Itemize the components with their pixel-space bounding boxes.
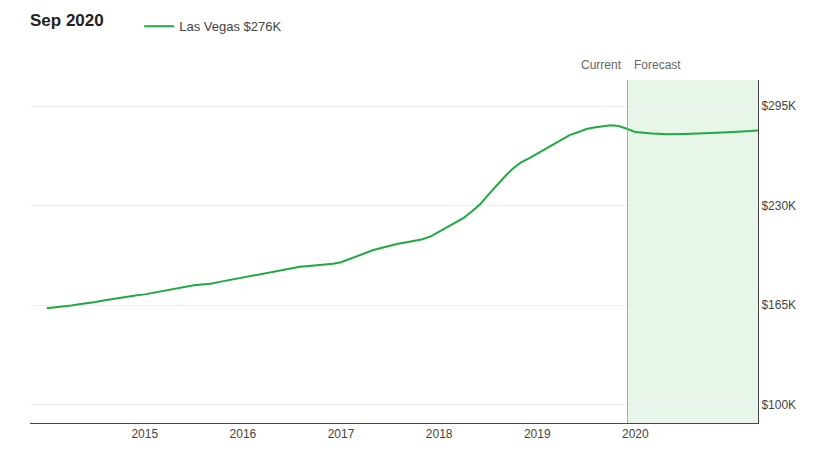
svg-text:2019: 2019 <box>524 427 551 441</box>
svg-text:$230K: $230K <box>761 199 796 213</box>
svg-text:Sep 2020: Sep 2020 <box>30 11 104 30</box>
svg-text:2018: 2018 <box>426 427 453 441</box>
svg-text:2020: 2020 <box>622 427 649 441</box>
svg-text:$295K: $295K <box>761 99 796 113</box>
svg-text:Current: Current <box>581 58 622 72</box>
svg-text:Forecast: Forecast <box>634 58 681 72</box>
svg-text:Las Vegas $276K: Las Vegas $276K <box>179 19 281 34</box>
svg-text:$165K: $165K <box>761 298 796 312</box>
svg-text:2017: 2017 <box>328 427 355 441</box>
svg-text:$100K: $100K <box>761 398 796 412</box>
svg-text:2016: 2016 <box>230 427 257 441</box>
svg-text:2015: 2015 <box>131 427 158 441</box>
